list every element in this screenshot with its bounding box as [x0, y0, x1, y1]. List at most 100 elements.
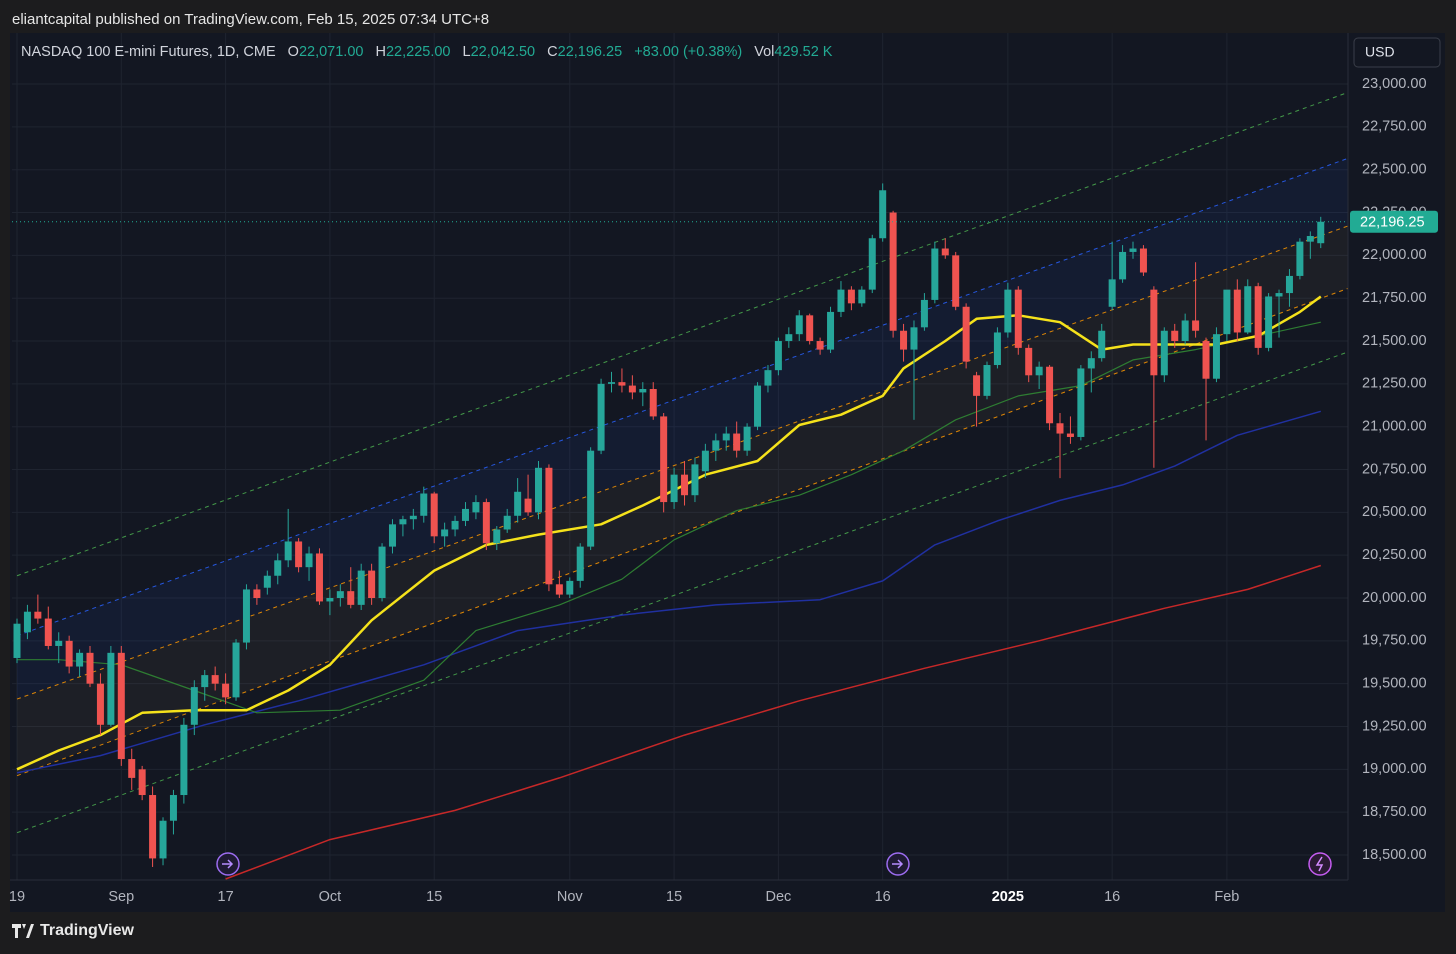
candle-body — [128, 759, 136, 778]
moving-average — [225, 564, 1322, 880]
ohlc-value: 22,225.00 — [385, 44, 451, 60]
candle-body — [55, 640, 63, 646]
event-icon[interactable] — [216, 852, 240, 876]
candle-body — [65, 640, 73, 667]
y-tick-label: 18,750.00 — [1362, 804, 1427, 820]
candle-body — [1056, 423, 1064, 434]
y-tick-label: 21,250.00 — [1362, 376, 1427, 392]
candle-body — [180, 724, 188, 796]
candle-body — [712, 440, 720, 451]
candle-body — [1181, 320, 1189, 342]
y-tick-label: 19,500.00 — [1362, 675, 1427, 691]
candle-body — [430, 493, 438, 537]
candle-body — [86, 652, 94, 684]
candle-body — [23, 611, 31, 633]
candle-body — [242, 589, 250, 643]
x-tick-label: Feb — [1214, 889, 1239, 905]
candle-body — [201, 675, 209, 688]
y-tick-label: 20,000.00 — [1362, 590, 1427, 606]
candle-body — [785, 334, 793, 342]
candle-body — [1098, 330, 1106, 359]
symbol-legend: NASDAQ 100 E-mini Futures, 1D, CME O22,0… — [21, 44, 832, 60]
candle-body — [1087, 358, 1095, 369]
ohlc: O22,071.00 — [288, 44, 364, 60]
volume-value: 429.52 K — [774, 44, 833, 60]
last-price-label: 22,196.25 — [1360, 215, 1425, 231]
candle-body — [806, 315, 814, 342]
candle-body — [284, 541, 292, 561]
candle-body — [587, 450, 595, 547]
candle-body — [441, 529, 449, 537]
candle-body — [34, 611, 42, 619]
candle-body — [357, 570, 365, 605]
candle-body — [868, 238, 876, 290]
candle-body — [1160, 330, 1168, 376]
ohlc-key: H — [375, 44, 386, 60]
x-tick-label: 19 — [9, 889, 25, 905]
candle-body — [597, 383, 605, 451]
ohlc-key: O — [287, 44, 299, 60]
x-tick-label: 15 — [666, 889, 682, 905]
candle-body — [503, 515, 511, 530]
candle-body — [1317, 221, 1325, 244]
candle-body — [576, 546, 584, 581]
candle-body — [1150, 289, 1158, 376]
event-icon[interactable] — [886, 852, 910, 876]
candle-body — [326, 598, 334, 602]
candle-body — [931, 248, 939, 300]
candle-body — [660, 416, 668, 503]
candle-body — [1004, 289, 1012, 333]
candle-body — [295, 541, 303, 568]
candle-body — [1171, 330, 1179, 342]
candle-body — [701, 450, 709, 472]
candle-body — [1139, 248, 1147, 273]
candle-body — [535, 467, 542, 513]
candle-body — [608, 382, 616, 384]
candle-body — [388, 524, 396, 547]
candle-body — [190, 687, 198, 725]
y-tick-label: 18,500.00 — [1362, 847, 1427, 863]
candle-body — [941, 248, 949, 256]
candle-body — [1202, 341, 1210, 379]
candle-body — [743, 426, 751, 451]
x-tick-label: 16 — [1104, 889, 1120, 905]
candle-body — [733, 433, 741, 451]
candle-body — [117, 652, 125, 760]
candle-body — [399, 519, 407, 525]
candle-body — [920, 299, 928, 328]
candle-body — [1077, 368, 1085, 437]
y-tick-label: 23,000.00 — [1362, 76, 1427, 92]
ohlc-value: 22,071.00 — [298, 44, 364, 60]
change: +83.00 (+0.38%) — [634, 44, 743, 60]
candle-body — [420, 493, 428, 516]
candle-body — [169, 795, 177, 821]
candle-body — [451, 520, 459, 530]
candle-body — [722, 433, 730, 441]
candle-body — [1119, 251, 1127, 280]
publisher-line: eliantcapital published on TradingView.c… — [12, 11, 490, 28]
event-icon[interactable] — [1308, 852, 1332, 876]
y-tick-label: 21,750.00 — [1362, 290, 1427, 306]
x-tick-label: Oct — [319, 889, 342, 905]
x-tick-label: 15 — [426, 889, 442, 905]
y-tick-label: 19,000.00 — [1362, 761, 1427, 777]
candle-body — [274, 560, 282, 576]
channel-fill — [17, 225, 1348, 776]
candle-body — [649, 389, 657, 417]
x-tick-label: Nov — [557, 889, 584, 905]
last-price-tag — [1350, 210, 1438, 233]
ohlc-value: 22,042.50 — [470, 44, 536, 60]
candle-body — [159, 820, 167, 859]
x-tick-label: 2025 — [992, 889, 1024, 905]
candle-body — [827, 311, 835, 350]
currency-button[interactable] — [1353, 37, 1441, 68]
candle-body — [952, 255, 960, 307]
candle-body — [1244, 286, 1252, 333]
candle-body — [44, 618, 52, 646]
candle-body — [681, 474, 689, 496]
candle-body — [837, 289, 845, 312]
candle-body — [514, 491, 522, 516]
ohlc-value: 22,196.25 — [557, 44, 623, 60]
candle-body — [628, 385, 636, 393]
